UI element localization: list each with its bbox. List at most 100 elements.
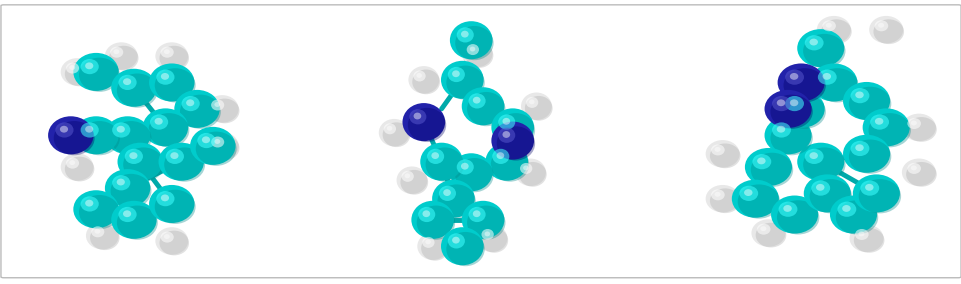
Circle shape <box>405 173 409 178</box>
Circle shape <box>857 231 864 236</box>
Circle shape <box>214 139 220 144</box>
Circle shape <box>485 143 528 181</box>
Circle shape <box>450 21 492 59</box>
Circle shape <box>452 70 459 77</box>
Circle shape <box>784 70 803 85</box>
Circle shape <box>837 202 855 217</box>
Circle shape <box>466 44 479 55</box>
Circle shape <box>400 170 428 195</box>
Circle shape <box>117 143 162 181</box>
Circle shape <box>66 158 79 169</box>
Circle shape <box>56 122 73 137</box>
Circle shape <box>420 143 462 181</box>
Circle shape <box>413 112 421 120</box>
Circle shape <box>491 108 533 146</box>
Circle shape <box>206 132 238 160</box>
Circle shape <box>112 175 130 190</box>
Circle shape <box>437 184 476 219</box>
Circle shape <box>150 114 168 130</box>
Circle shape <box>73 116 118 154</box>
Circle shape <box>731 180 778 218</box>
FancyBboxPatch shape <box>1 5 960 278</box>
Circle shape <box>835 200 877 235</box>
Circle shape <box>160 73 169 80</box>
Circle shape <box>797 29 844 67</box>
Circle shape <box>709 188 740 213</box>
Circle shape <box>906 163 920 174</box>
Circle shape <box>446 232 484 266</box>
Circle shape <box>714 192 720 197</box>
Circle shape <box>862 108 909 146</box>
Circle shape <box>157 70 174 85</box>
Circle shape <box>431 152 438 159</box>
Circle shape <box>480 228 507 253</box>
Circle shape <box>529 99 534 104</box>
Circle shape <box>853 228 883 253</box>
Circle shape <box>157 191 174 206</box>
Circle shape <box>379 119 409 146</box>
Circle shape <box>809 179 851 213</box>
Circle shape <box>413 70 425 82</box>
Circle shape <box>854 229 868 240</box>
Circle shape <box>874 20 887 31</box>
Circle shape <box>777 202 797 217</box>
Circle shape <box>431 180 475 218</box>
Circle shape <box>784 96 803 111</box>
Circle shape <box>473 210 480 217</box>
Circle shape <box>123 147 164 182</box>
Circle shape <box>877 23 883 28</box>
Circle shape <box>864 184 873 191</box>
Circle shape <box>492 149 508 164</box>
Circle shape <box>874 118 882 125</box>
Circle shape <box>496 113 534 147</box>
Circle shape <box>416 73 422 78</box>
Circle shape <box>60 126 68 133</box>
Circle shape <box>69 160 75 165</box>
Circle shape <box>116 74 158 108</box>
Circle shape <box>502 118 509 125</box>
Circle shape <box>771 195 817 233</box>
Circle shape <box>910 120 916 126</box>
Circle shape <box>123 210 131 217</box>
Circle shape <box>789 73 798 80</box>
Circle shape <box>129 152 137 159</box>
Circle shape <box>870 114 888 130</box>
Circle shape <box>808 39 817 45</box>
Circle shape <box>782 95 825 129</box>
Circle shape <box>113 49 119 54</box>
Text: c: c <box>647 24 657 42</box>
Circle shape <box>86 126 93 133</box>
Circle shape <box>815 68 858 103</box>
Circle shape <box>869 16 902 43</box>
Circle shape <box>79 121 120 155</box>
Circle shape <box>210 100 224 110</box>
Circle shape <box>755 223 785 247</box>
Circle shape <box>149 63 194 101</box>
Circle shape <box>163 234 170 239</box>
Circle shape <box>521 93 552 120</box>
Circle shape <box>456 27 474 43</box>
Circle shape <box>850 88 869 103</box>
Circle shape <box>825 23 831 28</box>
Circle shape <box>209 99 239 123</box>
Circle shape <box>802 147 845 182</box>
Circle shape <box>105 42 137 70</box>
Circle shape <box>116 126 125 133</box>
Circle shape <box>111 121 151 155</box>
Circle shape <box>422 210 430 217</box>
Circle shape <box>105 116 150 154</box>
Circle shape <box>901 158 935 186</box>
Circle shape <box>416 206 455 240</box>
Circle shape <box>418 207 434 222</box>
Circle shape <box>396 166 427 194</box>
Circle shape <box>149 185 194 223</box>
Circle shape <box>525 96 552 121</box>
Circle shape <box>210 137 224 147</box>
Circle shape <box>469 47 475 51</box>
Circle shape <box>422 237 434 248</box>
Circle shape <box>206 95 238 123</box>
Circle shape <box>772 122 790 137</box>
Circle shape <box>118 75 136 90</box>
Circle shape <box>841 205 850 212</box>
Circle shape <box>111 69 157 107</box>
